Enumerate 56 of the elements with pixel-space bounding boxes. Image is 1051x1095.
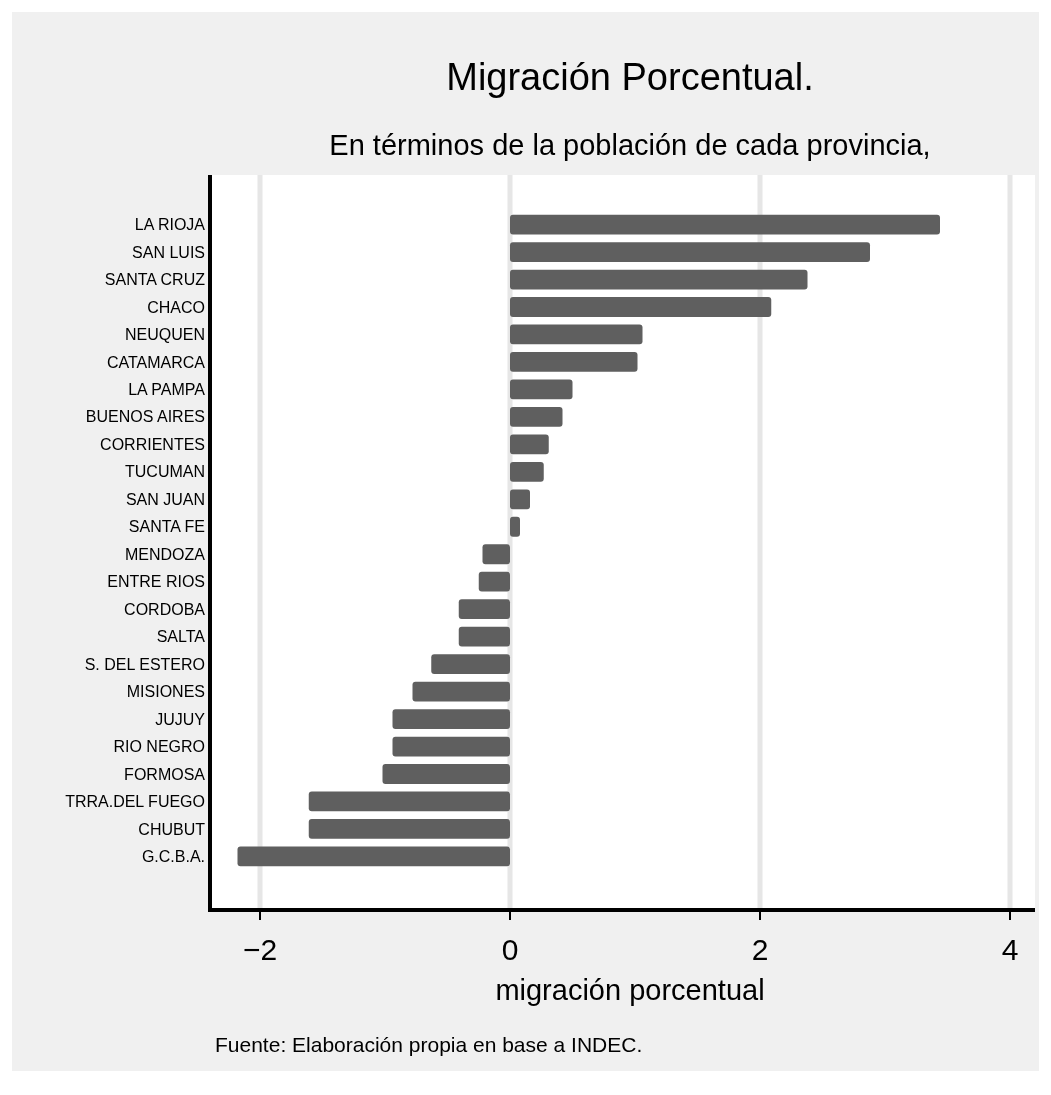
- bar: [510, 242, 870, 262]
- y-tick-label: SAN LUIS: [132, 243, 205, 261]
- y-tick-label: BUENOS AIRES: [85, 408, 205, 426]
- y-tick-label: TUCUMAN: [125, 463, 205, 481]
- source-note: Fuente: Elaboración propia en base a INDEC.: [215, 1033, 643, 1056]
- bar: [510, 434, 549, 455]
- bar: [431, 654, 510, 675]
- bar: [510, 379, 573, 400]
- bar: [392, 709, 510, 729]
- chart-title: Migración Porcentual.: [446, 56, 814, 98]
- y-tick-label: FORMOSA: [124, 765, 206, 783]
- bar: [458, 626, 510, 647]
- y-tick-label: NEUQUEN: [124, 326, 205, 344]
- bar: [482, 544, 510, 565]
- y-tick-label: RIO NEGRO: [113, 738, 205, 756]
- bar: [382, 764, 510, 784]
- y-tick-label: SALTA: [156, 628, 206, 646]
- bar: [458, 599, 510, 620]
- y-tick-label: CORDOBA: [124, 600, 206, 618]
- bar: [392, 736, 510, 757]
- bar: [510, 352, 638, 372]
- y-tick-label: LA RIOJA: [134, 216, 206, 234]
- bar: [510, 516, 520, 537]
- bar: [510, 324, 643, 345]
- y-tick-label: TRRA.DEL FUEGO: [65, 793, 205, 811]
- bar: [510, 489, 530, 510]
- bar: [237, 846, 510, 867]
- bar: [478, 571, 510, 592]
- bar: [308, 819, 510, 839]
- bar: [308, 791, 510, 812]
- y-tick-label: G.C.B.A.: [141, 848, 205, 866]
- y-tick-label: CHACO: [147, 298, 205, 316]
- y-tick-label: S. DEL ESTERO: [84, 655, 205, 673]
- y-tick-label: LA PAMPA: [128, 381, 206, 399]
- y-tick-label: SANTA FE: [128, 518, 205, 536]
- x-tick-label: 0: [501, 933, 519, 966]
- x-tick-label: 4: [1001, 933, 1019, 966]
- bar: [412, 681, 510, 702]
- bar: [510, 269, 808, 290]
- bar: [510, 214, 940, 235]
- y-tick-label: MENDOZA: [125, 545, 206, 563]
- y-tick-label: SAN JUAN: [125, 490, 205, 508]
- y-tick-label: SANTA CRUZ: [104, 271, 206, 289]
- y-tick-label: CATAMARCA: [106, 353, 206, 371]
- y-tick-label: JUJUY: [155, 710, 206, 728]
- x-tick-label: 2: [751, 933, 769, 966]
- y-tick-label: MISIONES: [126, 683, 205, 701]
- y-tick-label: ENTRE RIOS: [107, 573, 205, 591]
- x-tick-label: −2: [242, 933, 278, 966]
- x-axis-title: migración porcentual: [495, 974, 765, 1006]
- bar: [510, 406, 563, 427]
- y-tick-label: CORRIENTES: [100, 435, 205, 453]
- bar: [510, 461, 544, 482]
- bar: [510, 297, 772, 317]
- y-tick-label: CHUBUT: [138, 820, 206, 838]
- chart-subtitle: En términos de la población de cada provincia,: [329, 129, 931, 161]
